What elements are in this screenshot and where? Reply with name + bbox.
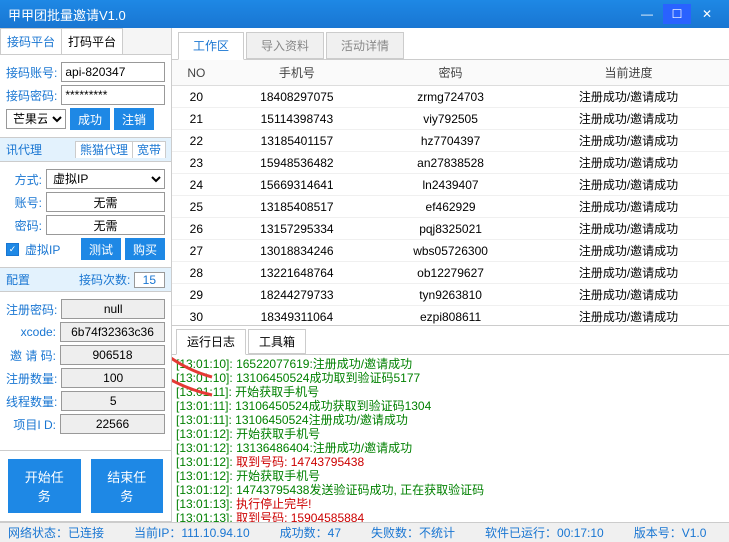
config-header: 配置 接码次数: 15 [0, 268, 171, 292]
status-ip: 当前IP：111.10.94.10 [134, 524, 250, 541]
provider-select[interactable]: 芒果云 [6, 109, 66, 129]
cfg-value[interactable]: null [61, 299, 165, 319]
data-table-wrap: NO手机号密码当前进度 2018408297075zrmg724703注册成功/… [172, 60, 729, 326]
account-label: 接码账号: [6, 64, 57, 81]
work-tabs: 工作区 导入资料 活动详情 [172, 28, 729, 60]
log-line: [13:01:12]: 13136486404:注册成功/邀请成功 [176, 441, 725, 455]
log-line: [13:01:12]: 开始获取手机号 [176, 427, 725, 441]
proxy-account-label: 账号: [6, 194, 42, 211]
status-network: 网络状态：已连接 [8, 524, 104, 541]
log-line: [13:01:10]: 13106450524成功取到验证码5177 [176, 371, 725, 385]
log-line: [13:01:11]: 开始获取手机号 [176, 385, 725, 399]
cfg-label: 项目I D: [6, 416, 56, 433]
data-table: NO手机号密码当前进度 2018408297075zrmg724703注册成功/… [172, 60, 729, 326]
table-row[interactable]: 2415669314641ln2439407注册成功/邀请成功 [172, 174, 729, 196]
tab-panda-proxy[interactable]: 熊猫代理 [75, 141, 133, 158]
end-task-button[interactable]: 结束任务 [91, 459, 164, 513]
test-button[interactable]: 测试 [81, 238, 121, 260]
col-header[interactable]: NO [172, 60, 221, 86]
success-button[interactable]: 成功 [70, 108, 110, 130]
cfg-value[interactable]: 100 [61, 368, 165, 388]
table-row[interactable]: 2213185401157hz7704397注册成功/邀请成功 [172, 130, 729, 152]
table-row[interactable]: 2813221648764ob12279627注册成功/邀请成功 [172, 262, 729, 284]
virtual-ip-label: 虚拟IP [25, 241, 60, 258]
table-row[interactable]: 2918244279733tyn9263810注册成功/邀请成功 [172, 284, 729, 306]
proxy-header: 讯代理 熊猫代理宽带 [0, 138, 171, 162]
account-input[interactable] [61, 62, 165, 82]
status-runtime: 软件已运行：00:17:10 [485, 524, 604, 541]
status-version: 版本号：V1.0 [634, 524, 707, 541]
table-row[interactable]: 2713018834246wbs05726300注册成功/邀请成功 [172, 240, 729, 262]
log-line: [13:01:12]: 14743795438发送验证码成功, 正在获取验证码 [176, 483, 725, 497]
log-text: [13:01:10]: 16522077619:注册成功/邀请成功[13:01:… [172, 355, 729, 522]
log-line: [13:01:10]: 16522077619:注册成功/邀请成功 [176, 357, 725, 371]
log-area: 运行日志 工具箱 [13:01:10]: 16522077619:注册成功/邀请… [172, 326, 729, 522]
cfg-value[interactable]: 6b74f32363c36 [60, 322, 165, 342]
tab-runlog[interactable]: 运行日志 [176, 329, 246, 355]
status-fail: 失败数：不统计 [371, 524, 455, 541]
app-title: 甲甲团批量邀请V1.0 [8, 5, 126, 24]
code-count-value: 15 [134, 272, 165, 288]
cfg-label: xcode: [6, 325, 56, 339]
col-header[interactable]: 手机号 [221, 60, 373, 86]
password-input[interactable] [61, 85, 165, 105]
tab-receive-platform[interactable]: 接码平台 [0, 28, 62, 54]
maximize-button[interactable]: ☐ [663, 4, 691, 24]
table-row[interactable]: 2115114398743viy792505注册成功/邀请成功 [172, 108, 729, 130]
log-line: [13:01:11]: 13106450524成功获取到验证码1304 [176, 399, 725, 413]
status-success: 成功数：47 [280, 524, 341, 541]
cfg-value[interactable]: 906518 [60, 345, 165, 365]
method-label: 方式: [6, 171, 42, 188]
log-line: [13:01:12]: 开始获取手机号 [176, 469, 725, 483]
tab-activity[interactable]: 活动详情 [326, 32, 404, 59]
table-row[interactable]: 2315948536482an27838528注册成功/邀请成功 [172, 152, 729, 174]
cfg-label: 注册数量: [6, 370, 57, 387]
table-row[interactable]: 3018349311064ezpi808611注册成功/邀请成功 [172, 306, 729, 327]
table-row[interactable]: 2018408297075zrmg724703注册成功/邀请成功 [172, 86, 729, 108]
title-bar: 甲甲团批量邀请V1.0 — ☐ ✕ [0, 0, 729, 28]
table-row[interactable]: 2513185408517ef462929注册成功/邀请成功 [172, 196, 729, 218]
tab-toolbox[interactable]: 工具箱 [248, 329, 306, 354]
cfg-value[interactable]: 22566 [60, 414, 165, 434]
log-line: [13:01:12]: 取到号码: 14743795438 [176, 455, 725, 469]
password-label: 接码密码: [6, 87, 57, 104]
platform-tabs: 接码平台 打码平台 [0, 28, 171, 55]
cfg-label: 邀 请 码: [6, 347, 56, 364]
tab-workspace[interactable]: 工作区 [178, 32, 244, 60]
window-controls: — ☐ ✕ [633, 4, 721, 24]
cfg-value[interactable]: 5 [61, 391, 165, 411]
logout-button[interactable]: 注销 [114, 108, 154, 130]
tab-code-platform[interactable]: 打码平台 [61, 28, 123, 54]
tab-import[interactable]: 导入资料 [246, 32, 324, 59]
proxy-account-input[interactable] [46, 192, 165, 212]
col-header[interactable]: 密码 [373, 60, 528, 86]
tab-broadband[interactable]: 宽带 [132, 141, 166, 158]
log-line: [13:01:11]: 13106450524注册成功/邀请成功 [176, 413, 725, 427]
minimize-button[interactable]: — [633, 4, 661, 24]
proxy-password-input[interactable] [46, 215, 165, 235]
right-panel: 工作区 导入资料 活动详情 NO手机号密码当前进度 2018408297075z… [172, 28, 729, 522]
cfg-label: 线程数量: [6, 393, 57, 410]
method-select[interactable]: 虚拟IP [46, 169, 165, 189]
log-line: [13:01:13]: 取到号码: 15904585884 [176, 511, 725, 522]
col-header[interactable]: 当前进度 [528, 60, 729, 86]
proxy-password-label: 密码: [6, 217, 42, 234]
close-button[interactable]: ✕ [693, 4, 721, 24]
table-row[interactable]: 2613157295334pqj8325021注册成功/邀请成功 [172, 218, 729, 240]
start-task-button[interactable]: 开始任务 [8, 459, 81, 513]
cfg-label: 注册密码: [6, 301, 57, 318]
status-bar: 网络状态：已连接 当前IP：111.10.94.10 成功数：47 失败数：不统… [0, 522, 729, 542]
log-line: [13:01:13]: 执行停止完毕! [176, 497, 725, 511]
virtual-ip-checkbox[interactable]: ✓ [6, 243, 19, 256]
buy-button[interactable]: 购买 [125, 238, 165, 260]
left-panel: 接码平台 打码平台 接码账号: 接码密码: 芒果云 成功 注销 讯代理 熊猫代理… [0, 28, 172, 522]
